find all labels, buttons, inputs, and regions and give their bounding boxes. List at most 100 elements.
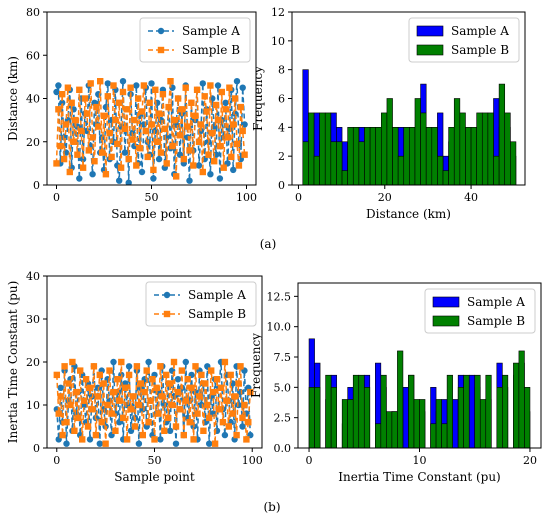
histogram-bar bbox=[375, 423, 382, 448]
data-point bbox=[129, 393, 137, 400]
y-tick-label: 2 bbox=[278, 150, 285, 163]
histogram-bar bbox=[347, 127, 354, 185]
data-point bbox=[133, 82, 140, 89]
histogram-bar bbox=[524, 387, 531, 448]
histogram-bar bbox=[465, 127, 472, 185]
data-point bbox=[121, 149, 129, 156]
data-point bbox=[199, 80, 206, 87]
data-point bbox=[230, 166, 237, 174]
data-point bbox=[163, 160, 170, 167]
data-point bbox=[216, 142, 224, 150]
data-point bbox=[174, 376, 182, 383]
legend: Sample A Sample B bbox=[139, 17, 251, 63]
data-point bbox=[219, 419, 227, 426]
histogram-bar bbox=[453, 98, 461, 185]
y-tick-label: 80 bbox=[26, 6, 40, 19]
data-point bbox=[168, 401, 176, 409]
data-point bbox=[57, 393, 64, 400]
data-point bbox=[241, 401, 248, 409]
data-point bbox=[225, 423, 232, 430]
data-point bbox=[172, 423, 180, 430]
y-tick-label: 10.0 bbox=[267, 321, 292, 334]
data-point bbox=[131, 423, 139, 430]
data-point bbox=[86, 384, 94, 391]
data-point bbox=[233, 140, 241, 148]
data-point bbox=[98, 149, 106, 156]
data-point bbox=[217, 384, 225, 391]
data-point bbox=[180, 431, 187, 439]
legend: Sample A Sample B bbox=[424, 288, 536, 334]
data-point bbox=[79, 164, 87, 171]
data-point bbox=[166, 427, 174, 434]
histogram-bar bbox=[431, 127, 438, 185]
data-point bbox=[193, 86, 201, 93]
data-point bbox=[63, 440, 70, 447]
x-axis-label: Sample point bbox=[111, 207, 192, 221]
histogram-bar bbox=[319, 112, 326, 185]
data-point bbox=[227, 371, 234, 379]
data-point bbox=[95, 123, 102, 130]
data-point bbox=[127, 406, 135, 413]
histogram-bar bbox=[468, 374, 476, 448]
data-point bbox=[188, 384, 195, 391]
histogram-bar bbox=[324, 112, 332, 185]
data-point bbox=[233, 431, 240, 439]
data-point bbox=[169, 142, 176, 150]
histogram-bar bbox=[420, 112, 427, 185]
histogram-bar bbox=[330, 141, 337, 185]
data-point bbox=[148, 121, 155, 128]
data-point bbox=[190, 162, 197, 169]
legend-entry: Sample B bbox=[188, 307, 246, 321]
data-point bbox=[163, 134, 170, 141]
legend: Sample A Sample B bbox=[408, 17, 520, 63]
data-point bbox=[239, 84, 246, 91]
data-point bbox=[135, 95, 142, 102]
data-point bbox=[222, 99, 229, 107]
x-tick-label: 100 bbox=[242, 454, 263, 467]
histogram-bar bbox=[308, 112, 315, 185]
histogram-bar bbox=[341, 399, 348, 448]
data-point bbox=[55, 410, 62, 417]
data-point bbox=[135, 440, 143, 447]
y-tick-label: 7.5 bbox=[274, 351, 292, 364]
data-point bbox=[127, 84, 134, 91]
data-point bbox=[157, 363, 164, 370]
histogram-bar bbox=[481, 112, 489, 185]
data-point bbox=[81, 95, 89, 102]
x-tick-label: 0 bbox=[295, 191, 302, 204]
data-point bbox=[152, 86, 159, 93]
histogram-bar bbox=[352, 374, 360, 448]
data-point bbox=[208, 367, 215, 374]
data-point bbox=[139, 431, 146, 439]
histogram-bar bbox=[442, 170, 449, 185]
y-axis-label: Frequency bbox=[249, 333, 263, 398]
histogram-bar bbox=[474, 374, 481, 448]
y-tick-label: 4 bbox=[278, 121, 285, 134]
data-point bbox=[96, 440, 104, 447]
histogram-bar bbox=[414, 98, 421, 185]
data-point bbox=[184, 376, 191, 383]
legend-entry: Sample B bbox=[451, 43, 509, 57]
data-point bbox=[174, 388, 182, 396]
histogram-bar bbox=[325, 374, 332, 448]
histogram-bar bbox=[397, 155, 405, 185]
data-point bbox=[69, 358, 76, 366]
y-tick-label: 12.5 bbox=[267, 290, 292, 303]
data-point bbox=[245, 419, 252, 426]
data-point bbox=[67, 401, 74, 409]
x-tick-label: 40 bbox=[464, 191, 478, 204]
data-point bbox=[153, 384, 160, 391]
data-point bbox=[180, 155, 187, 163]
data-point bbox=[161, 427, 168, 434]
data-point bbox=[195, 138, 203, 145]
data-point bbox=[223, 397, 230, 404]
data-point bbox=[77, 367, 84, 374]
x-tick-label: 20 bbox=[523, 454, 537, 467]
data-point bbox=[131, 116, 138, 124]
x-tick-label: 0 bbox=[306, 454, 313, 467]
data-point bbox=[104, 401, 111, 409]
data-point bbox=[174, 95, 182, 102]
histogram-bar bbox=[463, 374, 470, 448]
data-point bbox=[53, 88, 60, 96]
data-point bbox=[233, 78, 241, 85]
